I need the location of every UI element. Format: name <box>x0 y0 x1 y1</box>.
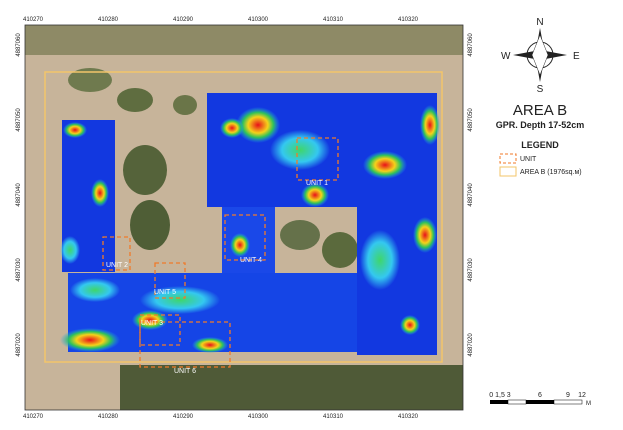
y-coord-label: 4887030 <box>16 258 22 282</box>
scale-label: 9 <box>566 392 570 399</box>
legend-item: UNIT <box>520 156 537 163</box>
scale-bar <box>490 399 583 405</box>
compass-n: N <box>536 17 543 28</box>
legend-unit-swatch <box>499 153 517 164</box>
map-frame <box>24 24 464 411</box>
y-coord-label: 4887030 <box>468 258 474 282</box>
legend-area-swatch <box>499 166 517 177</box>
x-coord-label: 410300 <box>248 17 269 23</box>
y-coord-label: 4887060 <box>468 33 474 57</box>
x-coord-label: 410290 <box>173 414 194 420</box>
compass: N S E W <box>501 17 580 95</box>
scale-label: 6 <box>538 392 542 399</box>
x-coord-label: 410300 <box>248 414 269 420</box>
y-coord-label: 4887020 <box>16 333 22 357</box>
x-coord-label: 410310 <box>323 17 344 23</box>
x-coord-label: 410290 <box>173 17 194 23</box>
x-coord-label: 410320 <box>398 414 419 420</box>
x-coord-label: 410310 <box>323 414 344 420</box>
legend-item: AREA B (1976sq.м) <box>520 169 582 176</box>
compass-s: S <box>537 84 544 95</box>
title: AREA B <box>513 102 567 119</box>
legend-title: LEGEND <box>521 140 559 150</box>
y-coord-label: 4887050 <box>468 108 474 132</box>
x-coord-label: 410270 <box>23 414 44 420</box>
compass-w: W <box>501 51 511 62</box>
compass-e: E <box>573 51 580 62</box>
y-coord-label: 4887060 <box>16 33 22 57</box>
y-coord-label: 4887050 <box>16 108 22 132</box>
x-coord-label: 410270 <box>23 17 44 23</box>
unit-label: UNIT 1 <box>306 180 328 187</box>
gpr-heatmap <box>60 93 440 355</box>
unit-label: UNIT 2 <box>106 262 128 269</box>
y-coord-label: 4887040 <box>468 183 474 207</box>
unit-label: UNIT 6 <box>174 368 196 375</box>
area-boundary <box>44 71 443 363</box>
unit-label: UNIT 5 <box>154 289 176 296</box>
subtitle: GPR. Depth 17-52cm <box>496 120 585 130</box>
y-coord-label: 4887040 <box>16 183 22 207</box>
x-coord-label: 410280 <box>98 17 119 23</box>
unit-label: UNIT 3 <box>141 320 163 327</box>
x-coord-label: 410280 <box>98 414 119 420</box>
scale-label: 12 <box>578 392 586 399</box>
x-coord-label: 410320 <box>398 17 419 23</box>
y-coord-label: 4887020 <box>468 333 474 357</box>
unit-boxes <box>102 137 339 368</box>
scale-label: 0 1,5 3 <box>489 392 511 399</box>
scale-unit: M <box>586 401 591 407</box>
unit-label: UNIT 4 <box>240 257 262 264</box>
